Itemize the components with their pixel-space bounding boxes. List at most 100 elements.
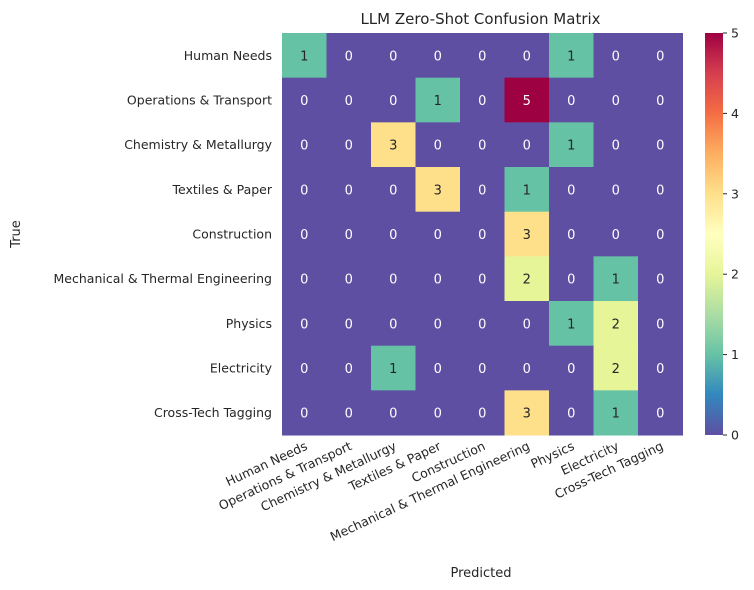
heatmap-cell bbox=[326, 390, 372, 436]
heatmap-cell bbox=[282, 211, 327, 257]
cell-value-label: 0 bbox=[478, 139, 486, 154]
heatmap-cell bbox=[415, 167, 461, 213]
heatmap-cell bbox=[460, 345, 505, 391]
heatmap-cell bbox=[460, 390, 505, 436]
cell-value-label: 0 bbox=[345, 317, 353, 332]
cell-value-label: 0 bbox=[345, 407, 353, 422]
cell-value-label: 1 bbox=[434, 94, 442, 109]
cell-value-label: 0 bbox=[300, 273, 308, 288]
cell-value-label: 0 bbox=[612, 139, 620, 154]
cell-value-label: 0 bbox=[478, 317, 486, 332]
cell-value-label: 2 bbox=[612, 317, 620, 332]
cell-value-label: 0 bbox=[300, 228, 308, 243]
heatmap-cell bbox=[638, 390, 683, 436]
cell-value-label: 0 bbox=[478, 407, 486, 422]
cell-value-label: 0 bbox=[478, 49, 486, 64]
cell-value-label: 3 bbox=[389, 139, 397, 154]
colorbar-tick-label: 5 bbox=[731, 26, 739, 41]
cell-value-label: 0 bbox=[612, 183, 620, 198]
cell-value-label: 0 bbox=[434, 273, 442, 288]
cell-value-label: 1 bbox=[523, 183, 531, 198]
cell-value-label: 0 bbox=[389, 317, 397, 332]
cell-value-label: 0 bbox=[389, 49, 397, 64]
colorbar-tick-label: 0 bbox=[731, 428, 739, 443]
heatmap-cell bbox=[460, 122, 505, 168]
heatmap-cell bbox=[549, 301, 594, 347]
heatmap-cell bbox=[326, 77, 372, 123]
cell-value-label: 0 bbox=[478, 273, 486, 288]
cell-value-label: 0 bbox=[345, 228, 353, 243]
heatmap-cell bbox=[371, 167, 416, 213]
cell-value-label: 1 bbox=[567, 139, 575, 154]
heatmap-cell bbox=[371, 122, 416, 168]
heatmap-cell bbox=[638, 167, 683, 213]
y-tick-label: Chemistry & Metallurgy bbox=[124, 137, 272, 152]
cell-value-label: 0 bbox=[656, 94, 664, 109]
cell-value-label: 0 bbox=[300, 317, 308, 332]
heatmap-cell bbox=[326, 345, 372, 391]
colorbar bbox=[705, 33, 723, 435]
heatmap-cell bbox=[504, 345, 550, 391]
heatmap-cell bbox=[282, 122, 327, 168]
cell-value-label: 0 bbox=[434, 139, 442, 154]
cell-value-label: 0 bbox=[523, 362, 531, 377]
cell-value-label: 0 bbox=[345, 49, 353, 64]
y-tick-label: Electricity bbox=[210, 361, 273, 376]
heatmap-cell bbox=[504, 167, 550, 213]
cell-value-label: 0 bbox=[434, 317, 442, 332]
cell-value-label: 0 bbox=[567, 407, 575, 422]
heatmap-cell bbox=[282, 301, 327, 347]
heatmap-cell bbox=[460, 167, 505, 213]
colorbar-ticks: 0 1 2 3 4 5 bbox=[723, 26, 739, 443]
heatmap-cell bbox=[282, 77, 327, 123]
cell-value-label: 0 bbox=[300, 94, 308, 109]
cell-value-label: 0 bbox=[300, 362, 308, 377]
heatmap-cell bbox=[282, 33, 327, 79]
cell-value-label: 1 bbox=[612, 407, 620, 422]
heatmap-cell bbox=[326, 122, 372, 168]
cell-value-label: 0 bbox=[656, 183, 664, 198]
heatmap-cell bbox=[371, 256, 416, 302]
cell-value-label: 0 bbox=[389, 407, 397, 422]
colorbar-tick-label: 1 bbox=[731, 347, 739, 362]
y-tick-label: Physics bbox=[226, 316, 272, 331]
cell-value-label: 0 bbox=[389, 228, 397, 243]
cell-value-label: 0 bbox=[656, 49, 664, 64]
heatmap-cell bbox=[460, 301, 505, 347]
heatmap-cell bbox=[504, 122, 550, 168]
cell-value-label: 0 bbox=[478, 228, 486, 243]
cell-value-label: 0 bbox=[389, 273, 397, 288]
cell-value-label: 5 bbox=[523, 94, 531, 109]
cell-value-label: 3 bbox=[523, 407, 531, 422]
cell-value-label: 0 bbox=[434, 407, 442, 422]
heatmap-cell bbox=[415, 211, 461, 257]
heatmap-cell bbox=[504, 301, 550, 347]
cell-value-label: 1 bbox=[300, 49, 308, 64]
cell-value-label: 0 bbox=[656, 317, 664, 332]
heatmap-cell bbox=[593, 122, 639, 168]
cell-value-label: 0 bbox=[300, 139, 308, 154]
heatmap-cell bbox=[638, 345, 683, 391]
heatmap-cell bbox=[549, 345, 594, 391]
heatmap-cell bbox=[282, 256, 327, 302]
heatmap-cell bbox=[371, 33, 416, 79]
cell-value-label: 0 bbox=[345, 183, 353, 198]
heatmap-cell bbox=[415, 345, 461, 391]
colorbar-tick-label: 4 bbox=[731, 106, 739, 121]
heatmap-cell bbox=[549, 211, 594, 257]
cell-value-label: 0 bbox=[300, 407, 308, 422]
cell-value-label: 0 bbox=[523, 317, 531, 332]
heatmap-cell bbox=[415, 390, 461, 436]
heatmap-cell bbox=[460, 33, 505, 79]
y-tick-label: Cross-Tech Tagging bbox=[154, 405, 272, 420]
cell-value-label: 3 bbox=[523, 228, 531, 243]
y-tick-label: Textiles & Paper bbox=[171, 182, 272, 197]
y-tick-label: Human Needs bbox=[184, 48, 272, 63]
y-tick-labels: Human Needs Operations & Transport Chemist… bbox=[54, 48, 273, 420]
cell-value-label: 0 bbox=[345, 362, 353, 377]
cell-value-label: 0 bbox=[434, 49, 442, 64]
heatmap-cell bbox=[549, 256, 594, 302]
heatmap-cell bbox=[326, 301, 372, 347]
heatmap-cell bbox=[415, 301, 461, 347]
heatmap-cell bbox=[549, 33, 594, 79]
